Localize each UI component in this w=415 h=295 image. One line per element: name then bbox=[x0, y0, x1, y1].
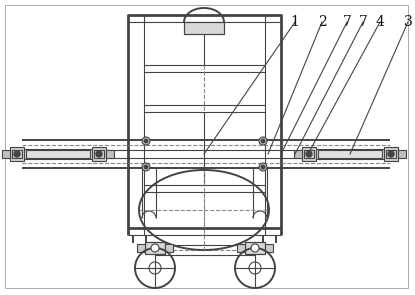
Circle shape bbox=[142, 163, 150, 171]
Circle shape bbox=[259, 137, 267, 145]
Circle shape bbox=[144, 165, 148, 169]
Bar bbox=[398, 150, 406, 158]
Bar bbox=[245, 242, 265, 254]
Text: 1: 1 bbox=[290, 15, 300, 29]
Bar bbox=[184, 22, 224, 34]
Circle shape bbox=[261, 165, 265, 169]
Bar bbox=[302, 147, 316, 161]
Bar bbox=[237, 244, 245, 252]
Bar bbox=[2, 150, 10, 158]
Text: 7: 7 bbox=[359, 15, 367, 29]
Bar bbox=[94, 150, 104, 158]
Bar bbox=[294, 150, 302, 158]
Circle shape bbox=[142, 137, 150, 145]
Circle shape bbox=[251, 244, 259, 252]
Text: 7: 7 bbox=[342, 15, 352, 29]
Circle shape bbox=[306, 151, 312, 157]
Bar bbox=[245, 242, 265, 254]
Circle shape bbox=[151, 244, 159, 252]
Bar bbox=[10, 147, 24, 161]
Bar bbox=[24, 149, 92, 159]
Bar bbox=[26, 150, 90, 158]
Circle shape bbox=[388, 151, 394, 157]
Bar bbox=[386, 150, 396, 158]
Circle shape bbox=[261, 139, 265, 143]
Bar bbox=[165, 244, 173, 252]
Bar bbox=[145, 242, 165, 254]
Bar bbox=[12, 150, 22, 158]
Text: 3: 3 bbox=[404, 15, 413, 29]
Bar bbox=[145, 242, 165, 254]
Circle shape bbox=[14, 151, 20, 157]
Bar bbox=[92, 147, 106, 161]
Bar bbox=[184, 22, 224, 34]
Bar bbox=[318, 150, 382, 158]
Bar bbox=[384, 147, 398, 161]
Text: 4: 4 bbox=[376, 15, 384, 29]
Bar bbox=[137, 244, 145, 252]
Bar bbox=[265, 244, 273, 252]
Circle shape bbox=[259, 163, 267, 171]
Bar bbox=[106, 150, 114, 158]
Text: 2: 2 bbox=[317, 15, 326, 29]
Circle shape bbox=[144, 139, 148, 143]
Bar bbox=[304, 150, 314, 158]
Bar bbox=[316, 149, 384, 159]
Circle shape bbox=[96, 151, 102, 157]
